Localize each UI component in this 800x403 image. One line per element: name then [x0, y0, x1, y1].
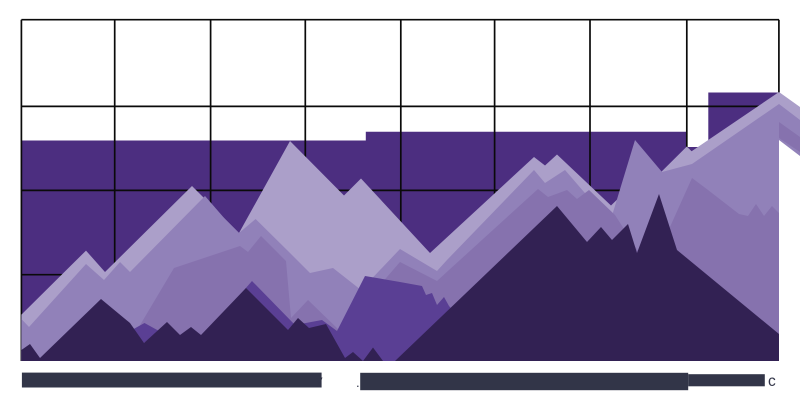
- svg-text:y: y: [316, 373, 323, 388]
- svg-text:c: c: [768, 373, 776, 390]
- svg-text:.: .: [356, 375, 360, 390]
